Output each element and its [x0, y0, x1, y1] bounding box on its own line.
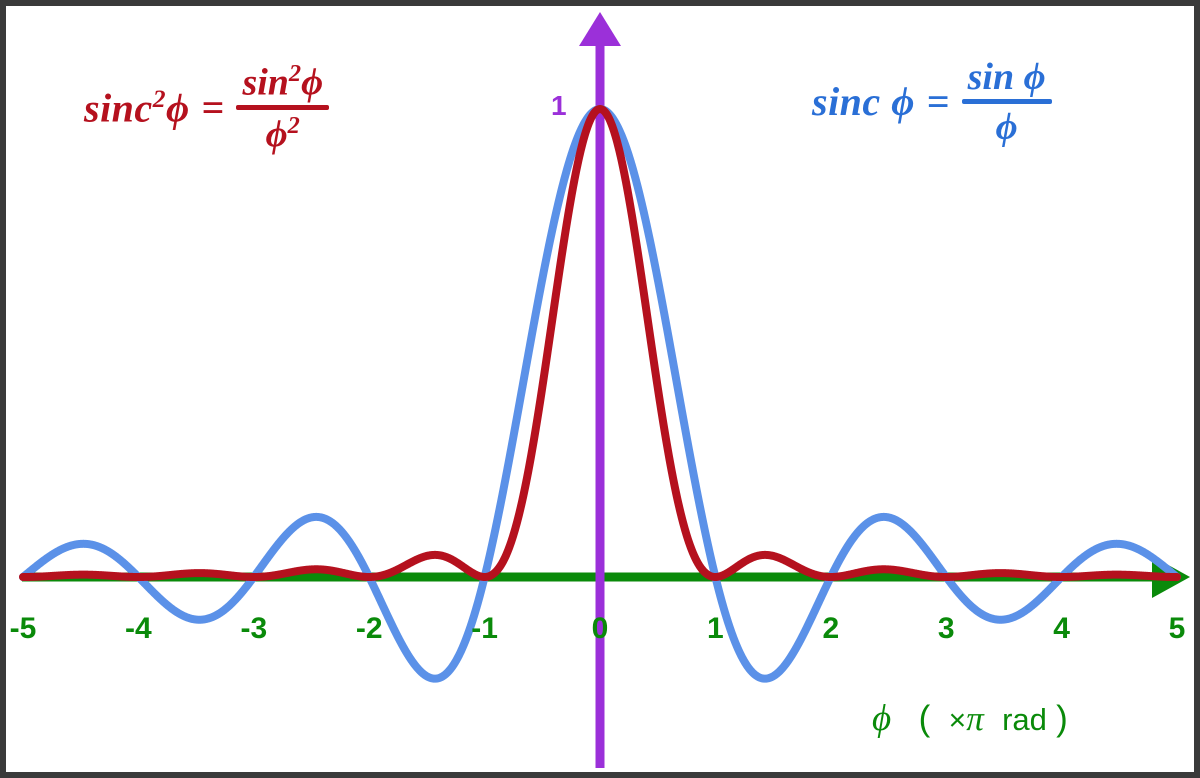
x-tick-label-2: 2 [822, 612, 840, 645]
formula-sinc-squared: sinc2ϕ = sin2ϕ ϕ2 [84, 60, 330, 156]
y-tick-label-1: 1 [551, 90, 567, 121]
formula-sinc-fraction: sin ϕ ϕ [961, 56, 1052, 148]
curve-sinc-squared [19, 105, 1181, 581]
fraction-bar [961, 99, 1052, 104]
fraction-bar [236, 104, 330, 110]
formula-sinc: sinc ϕ = sin ϕ ϕ [812, 58, 1052, 146]
x-tick-label-3: 3 [937, 612, 955, 645]
x-tick-label-neg3: -3 [240, 612, 268, 645]
formula-sinc-equals: = [926, 79, 950, 124]
formula-sinc-numerator: sin ϕ [967, 56, 1046, 98]
formula-sinc-squared-denominator: ϕ2 [265, 111, 300, 156]
formula-sinc-squared-fraction: sin2ϕ ϕ2 [236, 60, 330, 156]
x-axis-title-open-paren: ( [918, 699, 931, 738]
x-tick-label-neg5: -5 [9, 612, 37, 645]
formula-sinc-squared-numerator: sin2ϕ [242, 60, 324, 104]
plot-canvas [19, 12, 1190, 768]
x-tick-label-4: 4 [1053, 612, 1070, 645]
x-axis-title-unit: rad [1002, 702, 1047, 737]
x-tick-label-neg2: -2 [355, 612, 383, 645]
x-tick-label-5: 5 [1168, 612, 1186, 645]
formula-sinc-lhs: sinc ϕ [812, 79, 915, 124]
y-axis-arrowhead [579, 12, 621, 46]
formula-sinc-squared-equals: = [201, 84, 225, 130]
formula-sinc-denominator: ϕ [995, 106, 1018, 148]
x-tick-label-0: 0 [591, 612, 609, 645]
y-axis [579, 12, 621, 768]
x-axis-title-pi: π [966, 699, 984, 738]
x-axis-title-close-paren: ) [1056, 699, 1068, 738]
x-tick-label-neg4: -4 [125, 612, 152, 645]
x-tick-label-1: 1 [707, 612, 724, 645]
x-tick-label-neg1: -1 [471, 612, 498, 645]
x-axis-title-variable: ϕ [872, 698, 892, 739]
x-axis-title: ϕ ( ×π rad ) [872, 700, 1068, 737]
formula-sinc-squared-lhs: sinc2ϕ [84, 84, 190, 131]
x-axis-title-times: × [948, 704, 967, 737]
